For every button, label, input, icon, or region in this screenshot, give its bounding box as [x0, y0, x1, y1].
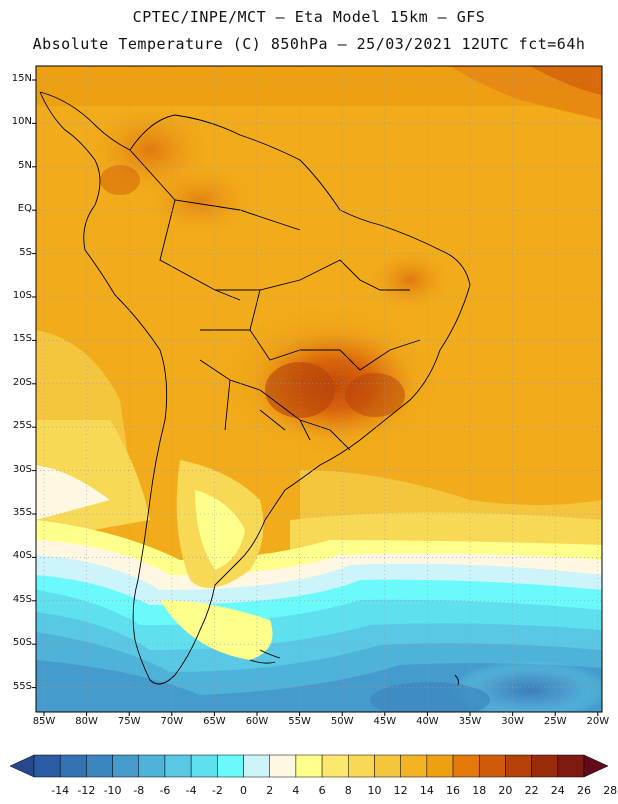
colorbar-label: 22	[524, 784, 539, 797]
colorbar-min-arrow	[9, 754, 35, 778]
lon-label: 85W	[32, 716, 56, 727]
colorbar-segment	[243, 754, 270, 778]
colorbar-label: 16	[446, 784, 461, 797]
lat-label: 10N	[11, 116, 32, 128]
lat-label: EQ	[17, 203, 32, 215]
colorbar-label: -10	[103, 784, 122, 797]
colorbar-segment	[348, 754, 375, 778]
colorbar	[9, 754, 609, 778]
colorbar-label: 20	[498, 784, 513, 797]
colorbar-segment	[138, 754, 166, 778]
temperature-field	[36, 66, 602, 712]
colorbar-segment	[86, 754, 113, 778]
colorbar-segment	[557, 754, 585, 778]
colorbar-label: 24	[550, 784, 565, 797]
colorbar-segment	[295, 754, 323, 778]
lat-label: 50S	[12, 637, 32, 649]
lon-label: 60W	[245, 716, 269, 727]
colorbar-segment	[59, 754, 87, 778]
lon-label: 40W	[416, 716, 439, 727]
colorbar-label: 8	[344, 784, 352, 797]
colorbar-segment	[269, 754, 297, 778]
lon-label: 75W	[117, 716, 141, 727]
lon-label: 45W	[373, 716, 397, 727]
lon-label: 20W	[586, 716, 610, 727]
colorbar-segment	[400, 754, 428, 778]
lat-label: 35S	[12, 507, 32, 518]
lon-label: 80W	[75, 716, 98, 727]
map-frame	[35, 65, 603, 713]
colorbar-label: 0	[240, 784, 248, 797]
lon-label: 30W	[501, 716, 524, 727]
axis-ticks	[32, 79, 599, 716]
colorbar-segment	[190, 754, 218, 778]
lon-label: 65W	[203, 716, 226, 727]
colorbar-label: -2	[211, 784, 223, 797]
lon-label: 50W	[330, 716, 354, 727]
lat-label: 5N	[18, 159, 32, 171]
colorbar-max-arrow	[583, 754, 609, 778]
lat-label: 55S	[12, 680, 32, 692]
colorbar-segment	[374, 754, 401, 778]
map-subtitle: Absolute Temperature (C) 850hPa – 25/03/…	[32, 35, 586, 53]
colorbar-segment	[452, 754, 480, 778]
colorbar-label: 14	[419, 784, 434, 797]
lon-label: 70W	[160, 716, 184, 727]
colorbar-label: 6	[318, 784, 326, 797]
colorbar-label: -14	[51, 784, 70, 797]
colorbar-label: 4	[292, 784, 300, 797]
lat-label: 45S	[12, 593, 32, 605]
lat-label: 5S	[19, 246, 32, 258]
colorbar-segment	[112, 754, 140, 778]
colorbar-label: 18	[472, 784, 487, 797]
lat-label: 30S	[12, 463, 32, 475]
lat-label: 20S	[12, 376, 32, 388]
colorbar-label: 26	[577, 784, 591, 797]
colorbar-segment	[505, 754, 532, 778]
colorbar-label: 28	[603, 784, 618, 797]
colorbar-segment	[321, 754, 349, 778]
colorbar-label: -4	[185, 784, 197, 797]
lon-label: 35W	[458, 716, 482, 727]
colorbar-segment	[33, 754, 61, 778]
lat-label: 15N	[11, 73, 32, 84]
colorbar-segment	[426, 754, 454, 778]
colorbar-label: 10	[367, 784, 382, 797]
colorbar-label: 12	[393, 784, 408, 797]
colorbar-segment	[531, 754, 559, 778]
colorbar-segment	[217, 754, 244, 778]
colorbar-segment	[164, 754, 192, 778]
map-title: CPTEC/INPE/MCT – Eta Model 15km – GFS	[132, 8, 486, 26]
lat-label: 40S	[12, 550, 32, 562]
lon-label: 55W	[288, 716, 311, 727]
colorbar-label: 2	[266, 784, 274, 797]
colorbar-label: -8	[133, 784, 145, 797]
colorbar-segment	[478, 754, 506, 778]
lat-label: 15S	[12, 333, 32, 345]
lat-label: 25S	[12, 420, 32, 432]
lat-label: 10S	[12, 290, 32, 301]
colorbar-label: -12	[77, 784, 96, 797]
colorbar-label: -6	[159, 784, 171, 797]
lon-label: 25W	[543, 716, 567, 727]
